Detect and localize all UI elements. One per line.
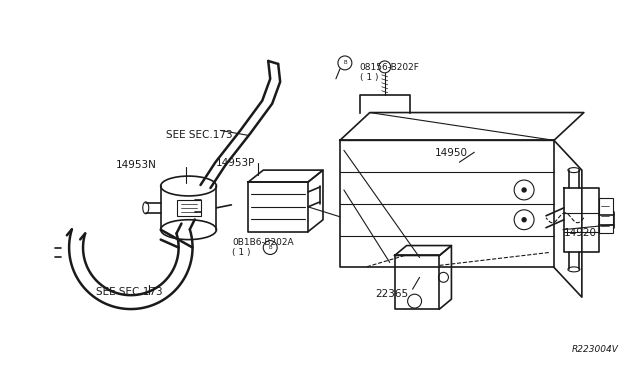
Text: 14950: 14950 <box>435 148 467 158</box>
Bar <box>599 198 612 232</box>
Text: 14953N: 14953N <box>116 160 157 170</box>
Text: R223004V: R223004V <box>572 345 619 354</box>
Text: B: B <box>343 60 347 65</box>
Text: 08156-B202F
( 1 ): 08156-B202F ( 1 ) <box>360 63 420 82</box>
Text: 0B1B6-B202A
( 1 ): 0B1B6-B202A ( 1 ) <box>232 238 294 257</box>
Text: 14953P: 14953P <box>216 158 255 168</box>
Circle shape <box>522 188 526 192</box>
Bar <box>177 200 200 216</box>
Circle shape <box>522 218 526 222</box>
Text: SEE SEC.173: SEE SEC.173 <box>96 287 163 297</box>
Text: B: B <box>268 245 272 250</box>
Text: SEE SEC.173: SEE SEC.173 <box>166 131 232 140</box>
Text: 14920: 14920 <box>564 228 597 238</box>
Text: 22365: 22365 <box>375 289 408 299</box>
